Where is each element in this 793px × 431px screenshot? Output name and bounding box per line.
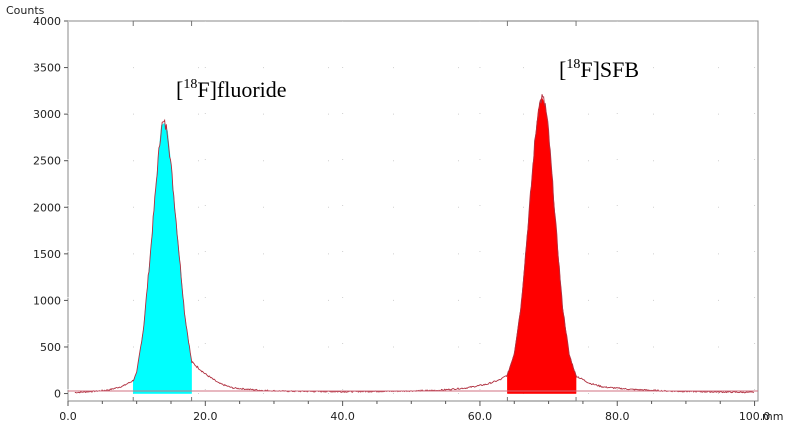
peak-region-2 — [507, 96, 577, 394]
y-tick-label: 0 — [54, 388, 61, 401]
region-bracket-bottom-1 — [132, 397, 193, 402]
y-tick-label: 2000 — [33, 201, 61, 214]
x-axis-unit: mm — [762, 410, 783, 423]
y-tick-label: 3000 — [33, 108, 61, 121]
x-tick-label: 20.0 — [193, 410, 218, 423]
y-tick-label: 500 — [40, 341, 61, 354]
x-tick-label: 80.0 — [605, 410, 630, 423]
peak-regions — [132, 96, 577, 394]
y-tick-label: 3500 — [33, 62, 61, 75]
peak-label-1: [18F]fluoride — [176, 77, 287, 102]
region-bracket-top-1 — [132, 20, 193, 26]
x-tick-label: 0.0 — [59, 410, 77, 423]
y-axis-label: Counts — [6, 4, 45, 17]
x-tick-label: 100.0 — [739, 410, 771, 423]
x-axis: 0.0 20.0 40.0 60.0 80.0 100.0 — [59, 401, 770, 423]
y-tick-label: 4000 — [33, 15, 61, 28]
region-bracket-top-2 — [506, 20, 577, 26]
peak-label-2: [18F]SFB — [559, 57, 639, 82]
y-tick-label: 1000 — [33, 294, 61, 307]
y-tick-label: 1500 — [33, 248, 61, 261]
y-tick-label: 2500 — [33, 155, 61, 168]
region-bracket-bottom-2 — [506, 397, 577, 402]
y-axis: 0 500 1000 1500 2000 2500 3000 3500 4000 — [33, 15, 68, 401]
x-tick-label: 60.0 — [468, 410, 493, 423]
plot-frame — [67, 20, 759, 402]
x-tick-label: 40.0 — [330, 410, 355, 423]
region-brackets — [132, 20, 577, 402]
peak-region-1 — [132, 123, 192, 394]
annotations: [18F]fluoride [18F]SFB — [176, 57, 639, 102]
